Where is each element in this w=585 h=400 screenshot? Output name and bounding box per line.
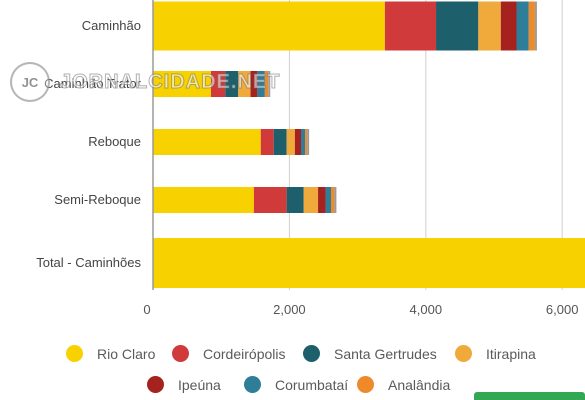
legend-swatch-3	[455, 345, 472, 362]
category-label-0: Caminhão	[82, 18, 141, 33]
bar-end-2	[307, 129, 310, 155]
legend-label-6: Analândia	[388, 376, 451, 393]
legend-item-0: Rio Claro	[66, 345, 155, 362]
bar-3-5	[325, 187, 332, 213]
legend-item-4: Ipeúna	[147, 376, 221, 393]
legend-label-3: Itirapina	[486, 345, 536, 362]
bar-2-4	[294, 129, 301, 155]
bar-end-1	[268, 71, 271, 97]
x-tick-label-0: 0	[143, 302, 150, 317]
bar-3-2	[286, 187, 304, 213]
bar-0-6	[528, 1, 535, 51]
legend-label-5: Corumbataí	[275, 376, 349, 393]
legend-swatch-4	[147, 376, 164, 393]
bar-4-0	[153, 238, 585, 288]
legend-label-4: Ipeúna	[178, 376, 221, 393]
legend-item-3: Itirapina	[455, 345, 536, 362]
corner-green-bar	[474, 392, 585, 400]
legend-swatch-5	[244, 376, 261, 393]
bar-2-3	[286, 129, 295, 155]
legend-item-1: Cordeirópolis	[172, 345, 285, 362]
bar-0-0	[153, 1, 385, 51]
bar-1-4	[250, 71, 258, 97]
bar-end-3	[334, 187, 337, 213]
legend-item-5: Corumbataí	[244, 376, 348, 393]
x-tick-label-1: 2,000	[273, 302, 306, 317]
legend-label-0: Rio Claro	[97, 345, 156, 362]
chart-legend: Rio Claro Cordeirópolis Santa Gertrudes Iti…	[0, 336, 585, 400]
bar-3-3	[303, 187, 319, 213]
bar-1-6	[264, 71, 269, 97]
bar-1-1	[210, 71, 226, 97]
bar-group	[153, 1, 585, 288]
bar-1-5	[257, 71, 265, 97]
category-label-4: Total - Caminhões	[36, 255, 141, 270]
legend-label-2: Santa Gertrudes	[334, 345, 437, 362]
bar-1-3	[238, 71, 251, 97]
bar-3-0	[153, 187, 254, 213]
bar-3-6	[331, 187, 335, 213]
legend-item-2: Santa Gertrudes	[303, 345, 437, 362]
legend-swatch-1	[172, 345, 189, 362]
legend-swatch-2	[303, 345, 320, 362]
bar-3-4	[318, 187, 326, 213]
bar-0-3	[478, 1, 501, 51]
bar-0-5	[516, 1, 529, 51]
bar-3-1	[253, 187, 287, 213]
bar-2-5	[300, 129, 306, 155]
bar-1-0	[153, 71, 211, 97]
bar-1-2	[225, 71, 239, 97]
bar-2-1	[260, 129, 274, 155]
legend-item-6: Analândia	[357, 376, 450, 393]
bar-0-2	[436, 1, 479, 51]
legend-label-1: Cordeirópolis	[203, 345, 286, 362]
bar-2-6	[305, 129, 308, 155]
bar-2-2	[273, 129, 287, 155]
bar-0-4	[500, 1, 517, 51]
bar-end-0	[534, 1, 537, 51]
category-label-3: Semi-Reboque	[54, 192, 141, 207]
bar-0-1	[384, 1, 437, 51]
bar-2-0	[153, 129, 261, 155]
chart-plot-area: Caminhão Caminhão Trator Reboque Semi-Reboq…	[36, 0, 585, 317]
category-label-1: Caminhão Trator	[44, 76, 141, 91]
x-tick-label-2: 4,000	[410, 302, 443, 317]
x-tick-label-3: 6,000	[546, 302, 579, 317]
legend-swatch-0	[66, 345, 83, 362]
category-labels: Caminhão Caminhão Trator Reboque Semi-Reboq…	[36, 18, 141, 270]
legend-swatch-6	[357, 376, 374, 393]
category-label-2: Reboque	[88, 134, 141, 149]
